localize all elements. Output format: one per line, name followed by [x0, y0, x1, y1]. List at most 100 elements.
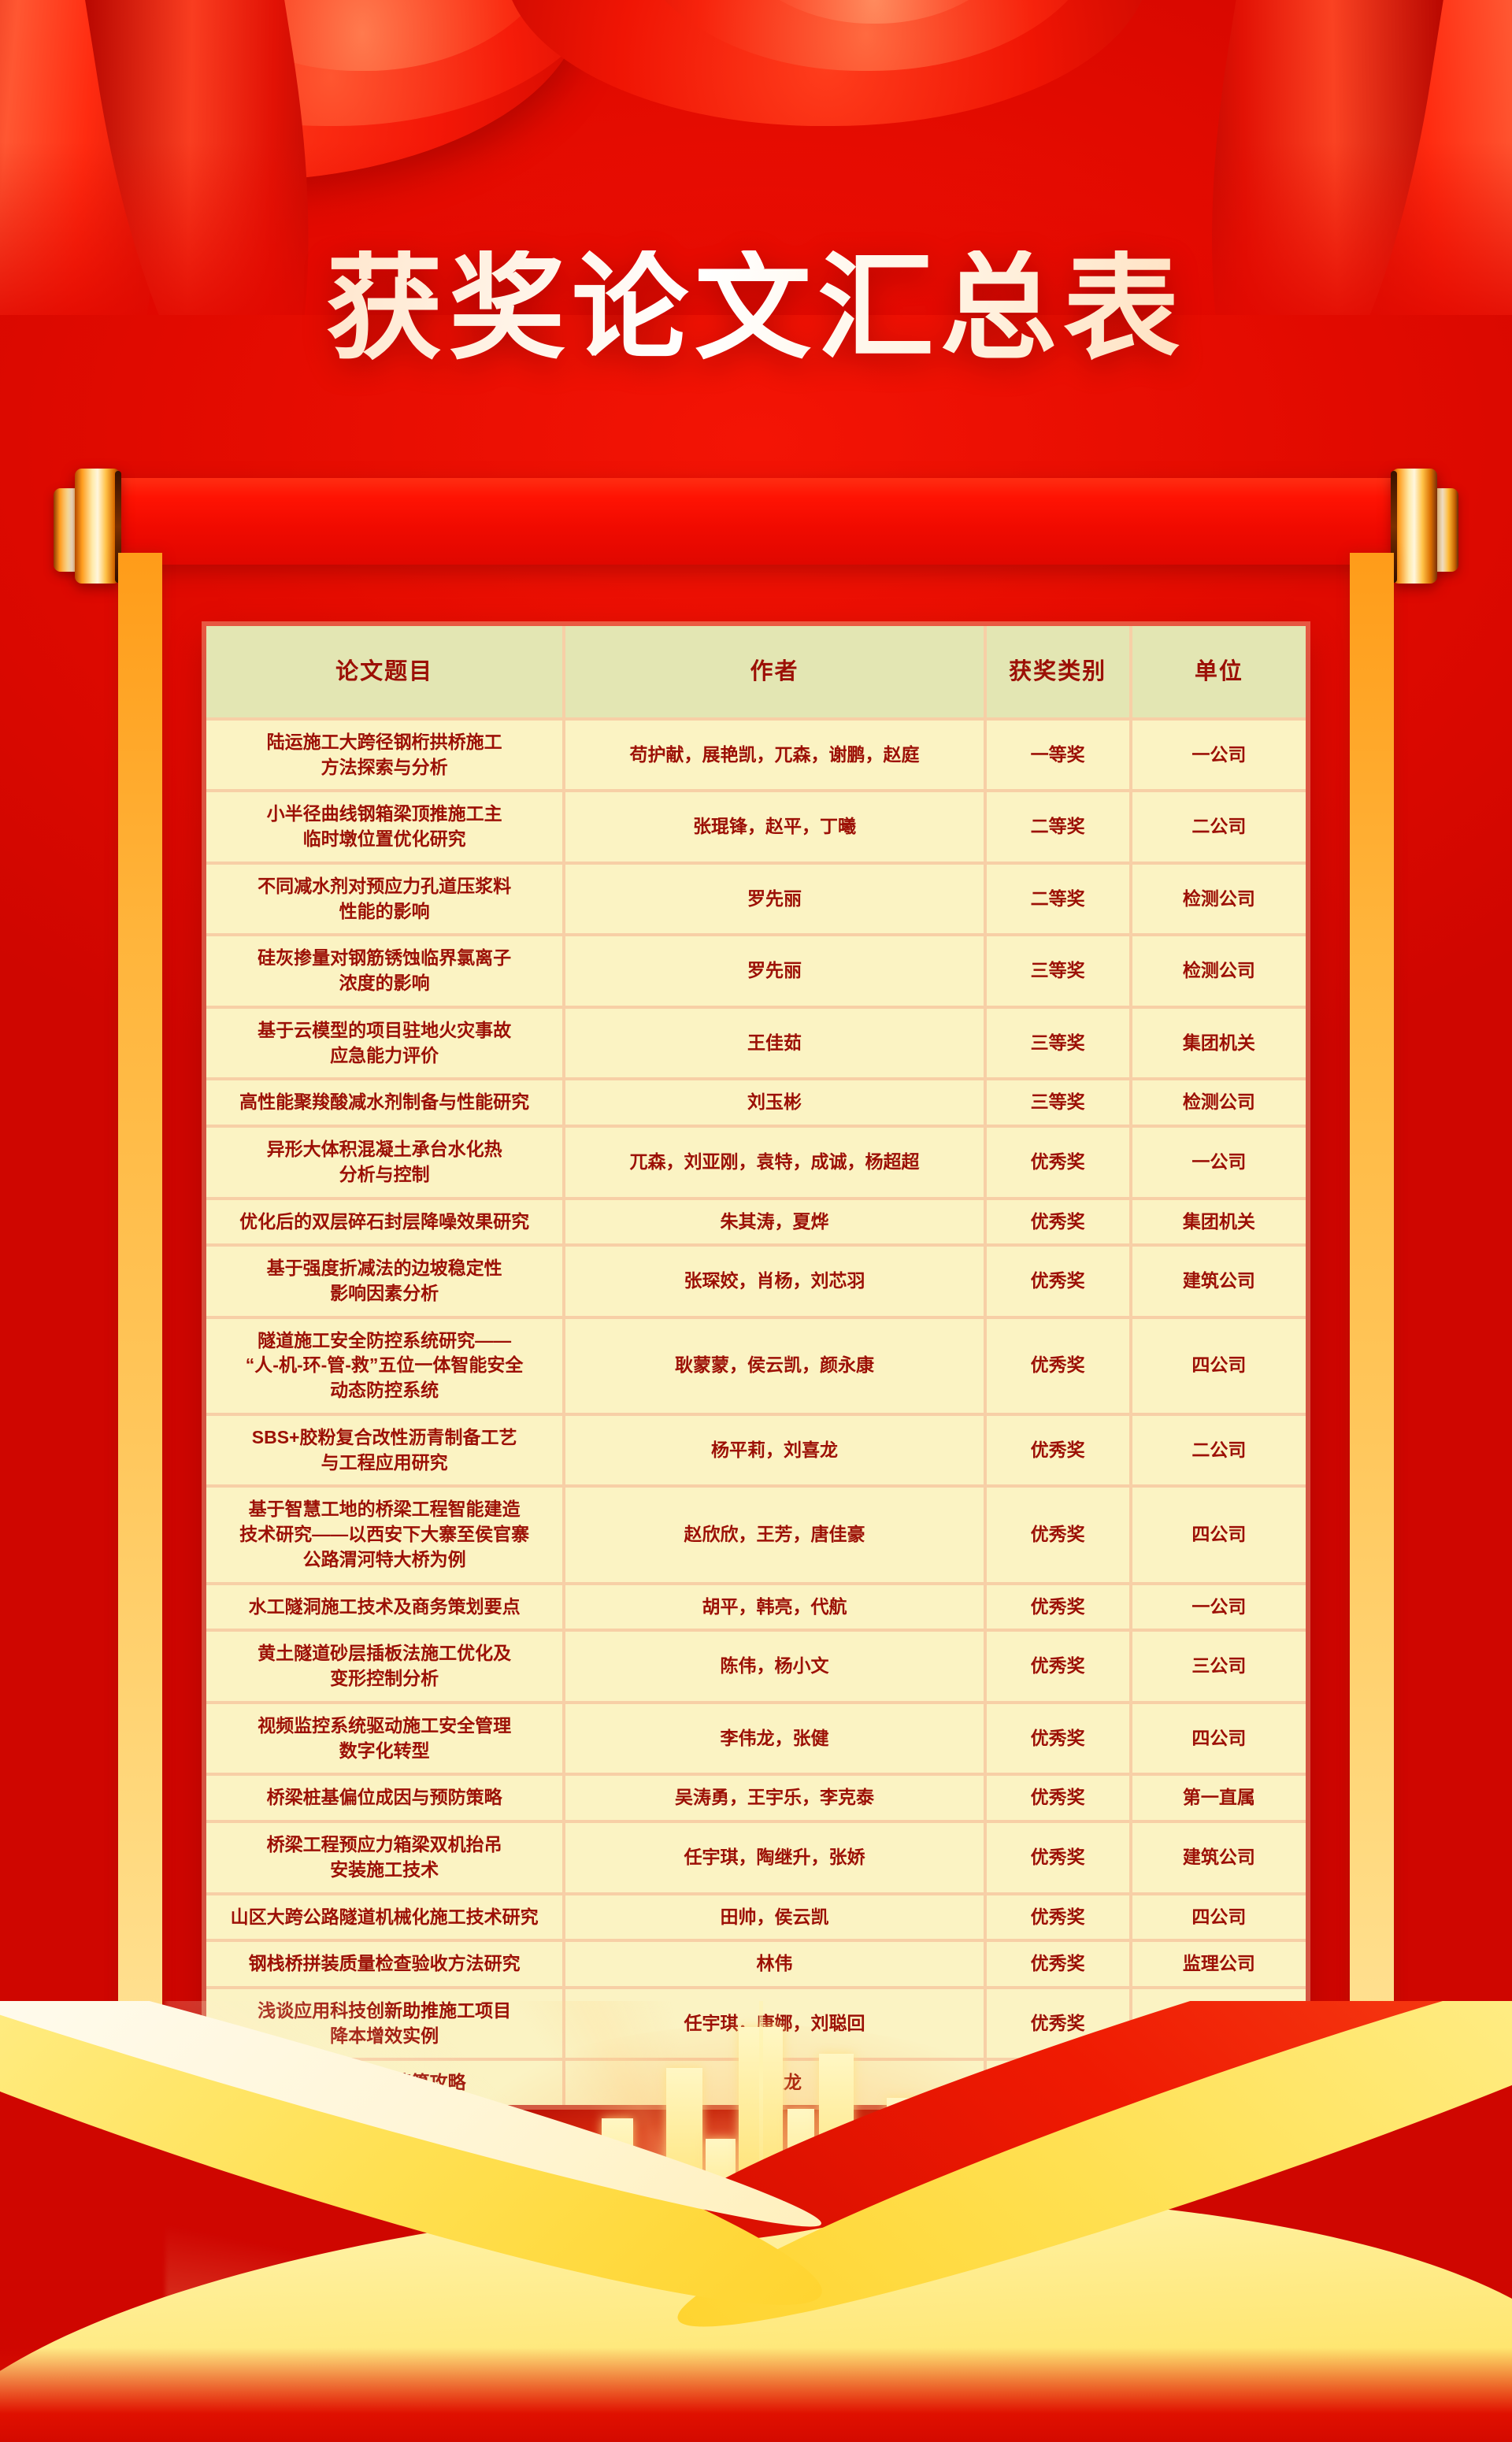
awards-table-container: 论文题目 作者 获奖类别 单位 陆运施工大跨径钢桁拱桥施工 方法探索与分析 苟护献，… [206, 626, 1306, 2106]
cell-author: 罗先丽 [565, 936, 987, 1009]
cell-paper-title: 优化后的双层碎石封层降噪效果研究 [206, 1199, 566, 1247]
cell-paper-title: 隧道施工安全防控系统研究—— “人-机-环-管-救”五位一体智能安全 动态防控系统 [206, 1318, 566, 1416]
table-row: 硅灰掺量对钢筋锈蚀临界氯离子 浓度的影响 罗先丽 三等奖 检测公司 [206, 936, 1306, 1009]
cell-award-type: 优秀奖 [986, 1128, 1132, 1200]
cell-award-type: 优秀奖 [986, 1247, 1132, 1319]
cell-unit: 检测公司 [1132, 936, 1306, 1009]
awards-table: 论文题目 作者 获奖类别 单位 陆运施工大跨径钢桁拱桥施工 方法探索与分析 苟护献，… [206, 626, 1306, 2106]
column-header-paper-title: 论文题目 [206, 626, 566, 721]
cell-author: 杨平莉，刘喜龙 [565, 1415, 987, 1488]
cell-award-type: 三等奖 [986, 1008, 1132, 1081]
table-row: 桥梁工程预应力箱梁双机抬吊 安装施工技术 任宇琪，陶继升，张娇 优秀奖 建筑公司 [206, 1823, 1306, 1895]
column-header-award-type: 获奖类别 [986, 626, 1132, 721]
cell-paper-title: 不同减水剂对预应力孔道压浆料 性能的影响 [206, 864, 566, 937]
table-row: 视频监控系统驱动施工安全管理 数字化转型 李伟龙，张健 优秀奖 四公司 [206, 1703, 1306, 1777]
scroll-roller-cap-left [115, 471, 121, 583]
cell-author: 李伟龙，张健 [565, 1703, 987, 1777]
cell-award-type: 三等奖 [986, 1080, 1132, 1128]
table-header-row: 论文题目 作者 获奖类别 单位 [206, 626, 1306, 721]
column-header-unit: 单位 [1132, 626, 1306, 721]
cell-author: 罗先丽 [565, 864, 987, 937]
cell-award-type: 一等奖 [986, 721, 1132, 793]
cell-award-type: 二等奖 [986, 864, 1132, 937]
cell-unit: 一公司 [1132, 1584, 1306, 1632]
stage-curtain-decoration [0, 0, 1512, 315]
cell-unit: 四公司 [1132, 1318, 1306, 1416]
cell-award-type: 优秀奖 [986, 1318, 1132, 1416]
cell-award-type: 优秀奖 [986, 1632, 1132, 1704]
cell-unit: 二公司 [1132, 792, 1306, 865]
table-row: 基于强度折减法的边坡稳定性 影响因素分析 张琛姣，肖杨，刘芯羽 优秀奖 建筑公司 [206, 1247, 1306, 1319]
table-row: 基于云模型的项目驻地火灾事故 应急能力评价 王佳茹 三等奖 集团机关 [206, 1008, 1306, 1081]
cell-paper-title: 基于智慧工地的桥梁工程智能建造 技术研究——以西安下大寨至侯官寨 公路渭河特大桥为例 [206, 1488, 566, 1585]
table-row: 隧道施工安全防控系统研究—— “人-机-环-管-救”五位一体智能安全 动态防控系统耿… [206, 1318, 1306, 1416]
curtain-fade-overlay [0, 142, 1512, 315]
table-row: 小半径曲线钢箱梁顶推施工主 临时墩位置优化研究 张琨锋，赵平，丁曦 二等奖 二公司 [206, 792, 1306, 865]
cell-author: 赵欣欣，王芳，唐佳豪 [565, 1488, 987, 1585]
cell-paper-title: SBS+胶粉复合改性沥青制备工艺 与工程应用研究 [206, 1415, 566, 1488]
cell-unit: 四公司 [1132, 1703, 1306, 1777]
cell-paper-title: 水工隧洞施工技术及商务策划要点 [206, 1584, 566, 1632]
table-row: 异形大体积混凝土承台水化热 分析与控制 兀森，刘亚刚，袁特，成诚，杨超超 优秀奖 一公司 [206, 1128, 1306, 1200]
cell-paper-title: 山区大跨公路隧道机械化施工技术研究 [206, 1895, 566, 1943]
cell-unit: 监理公司 [1132, 1942, 1306, 1989]
cell-unit: 建筑公司 [1132, 1247, 1306, 1319]
cell-author: 陈伟，杨小文 [565, 1632, 987, 1704]
cell-award-type: 优秀奖 [986, 1488, 1132, 1585]
cell-unit: 检测公司 [1132, 1080, 1306, 1128]
table-row: SBS+胶粉复合改性沥青制备工艺 与工程应用研究 杨平莉，刘喜龙 优秀奖 二公司 [206, 1415, 1306, 1488]
table-row: 山区大跨公路隧道机械化施工技术研究 田帅，侯云凯 优秀奖 四公司 [206, 1895, 1306, 1943]
gold-side-band-left [118, 553, 162, 2120]
cell-author: 任宇琪，陶继升，张娇 [565, 1823, 987, 1895]
cell-award-type: 优秀奖 [986, 1199, 1132, 1247]
cell-unit: 建筑公司 [1132, 1823, 1306, 1895]
cell-award-type: 二等奖 [986, 792, 1132, 865]
cell-paper-title: 陆运施工大跨径钢桁拱桥施工 方法探索与分析 [206, 721, 566, 793]
footer-fade [0, 2348, 1512, 2442]
cell-award-type: 三等奖 [986, 936, 1132, 1009]
cell-paper-title: 硅灰掺量对钢筋锈蚀临界氯离子 浓度的影响 [206, 936, 566, 1009]
table-row: 黄土隧道砂层插板法施工优化及 变形控制分析 陈伟，杨小文 优秀奖 三公司 [206, 1632, 1306, 1704]
table-row: 陆运施工大跨径钢桁拱桥施工 方法探索与分析 苟护献，展艳凯，兀森，谢鹏，赵庭 一等奖一… [206, 721, 1306, 793]
cell-author: 林伟 [565, 1942, 987, 1989]
cell-award-type: 优秀奖 [986, 1703, 1132, 1777]
cell-author: 张琛姣，肖杨，刘芯羽 [565, 1247, 987, 1319]
cell-paper-title: 异形大体积混凝土承台水化热 分析与控制 [206, 1128, 566, 1200]
cell-author: 王佳茹 [565, 1008, 987, 1081]
cell-paper-title: 视频监控系统驱动施工安全管理 数字化转型 [206, 1703, 566, 1777]
cell-paper-title: 桥梁工程预应力箱梁双机抬吊 安装施工技术 [206, 1823, 566, 1895]
cell-award-type: 优秀奖 [986, 1776, 1132, 1824]
gold-side-band-right [1350, 553, 1394, 2120]
cell-unit: 四公司 [1132, 1488, 1306, 1585]
cell-unit: 集团机关 [1132, 1199, 1306, 1247]
table-row: 高性能聚羧酸减水剂制备与性能研究 刘玉彬 三等奖 检测公司 [206, 1080, 1306, 1128]
cell-author: 胡平，韩亮，代航 [565, 1584, 987, 1632]
cell-award-type: 优秀奖 [986, 1415, 1132, 1488]
column-header-author: 作者 [565, 626, 987, 721]
cell-paper-title: 高性能聚羧酸减水剂制备与性能研究 [206, 1080, 566, 1128]
cell-author: 朱其涛，夏烨 [565, 1199, 987, 1247]
scroll-roller-right-large [1392, 469, 1437, 584]
cell-paper-title: 小半径曲线钢箱梁顶推施工主 临时墩位置优化研究 [206, 792, 566, 865]
cell-unit: 四公司 [1132, 1895, 1306, 1943]
table-row: 优化后的双层碎石封层降噪效果研究 朱其涛，夏烨 优秀奖 集团机关 [206, 1199, 1306, 1247]
scroll-roller-cap-right [1391, 471, 1397, 583]
cell-paper-title: 基于云模型的项目驻地火灾事故 应急能力评价 [206, 1008, 566, 1081]
cell-author: 刘玉彬 [565, 1080, 987, 1128]
table-row: 钢栈桥拼装质量检查验收方法研究 林伟 优秀奖 监理公司 [206, 1942, 1306, 1989]
scroll-roller-left-large [75, 469, 120, 584]
cell-paper-title: 黄土隧道砂层插板法施工优化及 变形控制分析 [206, 1632, 566, 1704]
scroll-banner-bar [87, 478, 1425, 565]
cell-unit: 检测公司 [1132, 864, 1306, 937]
cell-author: 兀森，刘亚刚，袁特，成诚，杨超超 [565, 1128, 987, 1200]
cell-author: 张琨锋，赵平，丁曦 [565, 792, 987, 865]
cell-paper-title: 钢栈桥拼装质量检查验收方法研究 [206, 1942, 566, 1989]
footer-decoration [0, 2001, 1512, 2442]
table-row: 基于智慧工地的桥梁工程智能建造 技术研究——以西安下大寨至侯官寨 公路渭河特大桥为例… [206, 1488, 1306, 1585]
cell-unit: 二公司 [1132, 1415, 1306, 1488]
cell-unit: 集团机关 [1132, 1008, 1306, 1081]
page-title: 获奖论文汇总表 [0, 250, 1512, 367]
cell-author: 田帅，侯云凯 [565, 1895, 987, 1943]
cell-author: 苟护献，展艳凯，兀森，谢鹏，赵庭 [565, 721, 987, 793]
